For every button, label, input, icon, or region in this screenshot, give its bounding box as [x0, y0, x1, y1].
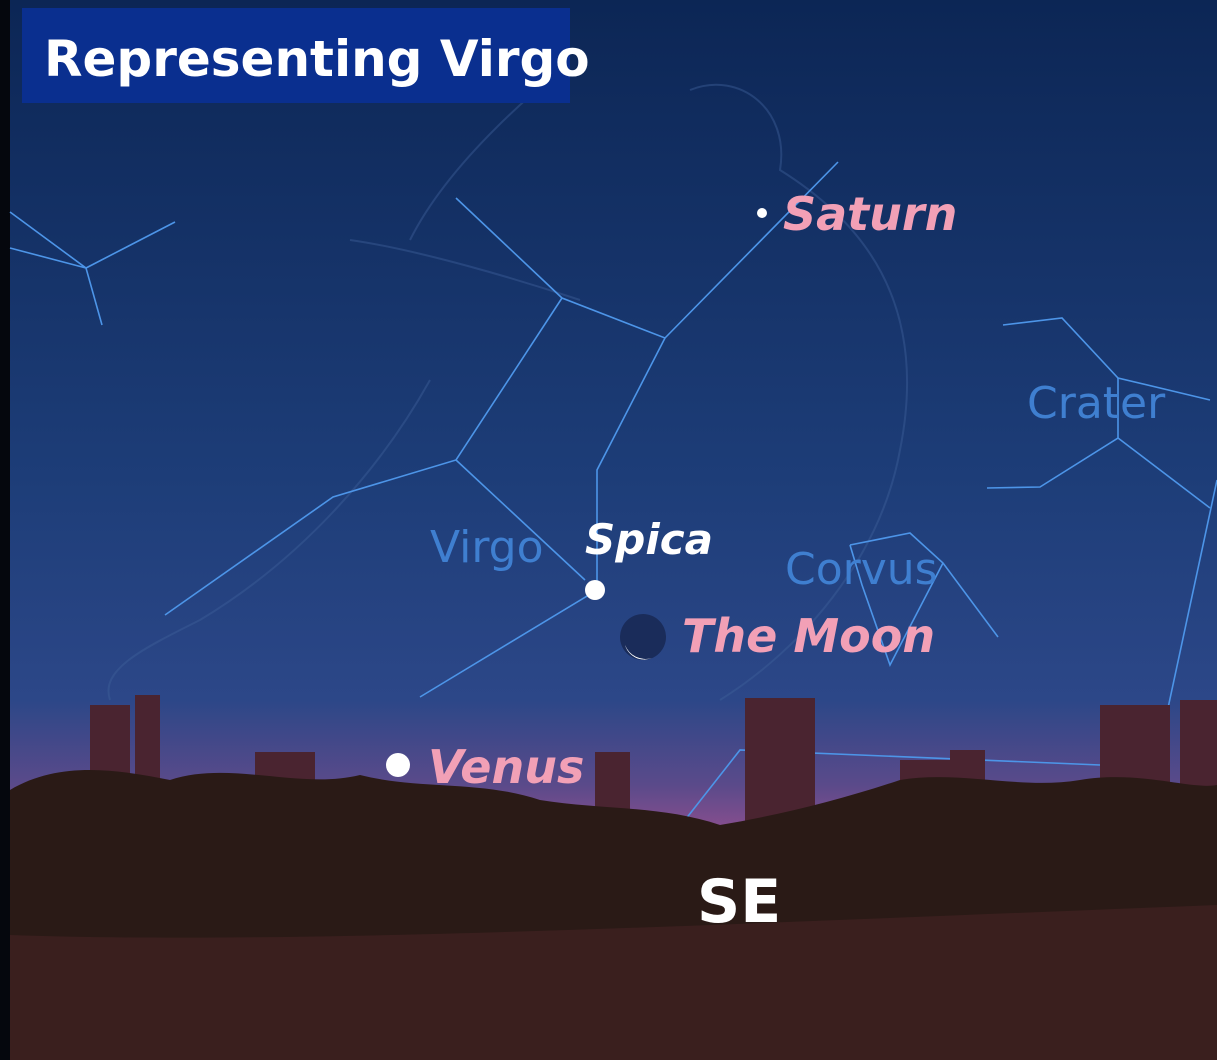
- ground: [10, 905, 1217, 1060]
- left-edge: [0, 0, 10, 1060]
- constellation-label: Corvus: [785, 544, 938, 595]
- object-label: Venus: [428, 740, 584, 794]
- spica-dot: [585, 580, 605, 600]
- constellation-label: Virgo: [430, 522, 544, 573]
- saturn-dot: [757, 208, 767, 218]
- object-label: The Moon: [682, 609, 935, 663]
- moon-disk: [620, 614, 666, 660]
- title-box: [22, 8, 570, 103]
- venus-dot: [386, 753, 410, 777]
- trees: [10, 770, 1217, 950]
- object-label: Saturn: [783, 187, 957, 241]
- object-label: Spica: [585, 515, 713, 564]
- constellation-lines: [9, 161, 1217, 821]
- title: Representing Virgo: [44, 30, 590, 88]
- direction-label: SE: [697, 867, 781, 937]
- constellation-label: Crater: [1027, 378, 1166, 429]
